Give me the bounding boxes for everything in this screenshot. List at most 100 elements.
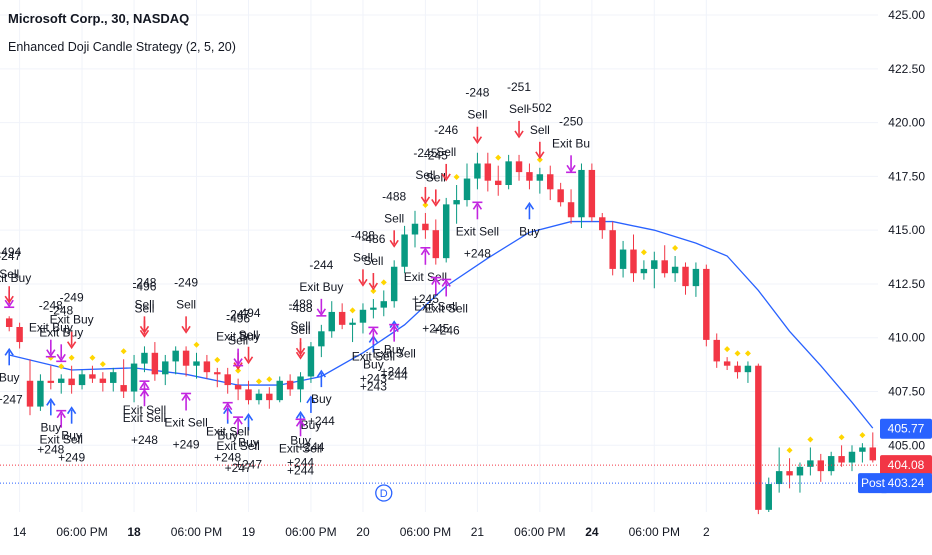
signal-label: -486 <box>361 232 385 246</box>
candle <box>453 174 460 224</box>
signal-label: +249 <box>173 437 200 451</box>
candle <box>203 354 211 379</box>
exit-arrow <box>56 344 67 363</box>
y-tick-label: 422.50 <box>888 62 925 76</box>
candle-body <box>193 361 200 366</box>
exit-arrow <box>472 201 483 220</box>
candle <box>755 363 762 515</box>
doji-diamond <box>255 378 262 385</box>
candle <box>349 307 356 343</box>
candle-body <box>838 456 845 463</box>
arrow-head <box>295 347 306 356</box>
event-marker: D <box>375 484 393 502</box>
arrow-head <box>389 320 399 329</box>
candle-body <box>276 380 283 401</box>
arrow-head <box>306 395 316 404</box>
arrow-head <box>139 329 150 338</box>
price-tag: 403.24 <box>880 473 932 494</box>
signal-label: +249 <box>58 451 85 465</box>
candle-body <box>723 361 731 366</box>
arrow-head <box>389 239 399 248</box>
exit-arrow <box>389 323 400 342</box>
doji-diamond <box>422 201 429 208</box>
signal-label: Buy <box>40 420 61 434</box>
price-tag-text: 403.24 <box>888 476 925 490</box>
signal-label: -245 <box>413 146 437 160</box>
candle <box>484 152 492 192</box>
signal-label: -488 <box>289 301 313 315</box>
candle <box>495 154 502 196</box>
candle <box>276 376 283 403</box>
arrow-head <box>56 410 66 419</box>
candle-body <box>89 374 96 379</box>
strategy-subtitle[interactable]: Enhanced Doji Candle Strategy (2, 5, 20) <box>8 40 236 54</box>
candle <box>99 361 107 392</box>
candle-body <box>234 385 242 390</box>
candle-body <box>827 456 835 472</box>
post-badge-bg <box>858 473 888 494</box>
candle-body <box>297 376 304 390</box>
candle-body <box>411 223 419 235</box>
arrow-head <box>566 164 576 173</box>
candle-body <box>286 380 294 390</box>
x-tick-label: 21 <box>471 525 485 539</box>
candle <box>547 165 554 201</box>
arrow-head <box>4 347 14 356</box>
signal-label: Exit Sell <box>206 425 249 439</box>
candle-body <box>141 352 148 364</box>
candle-body <box>266 393 273 401</box>
doji-diamond <box>859 432 866 439</box>
candle <box>640 249 648 280</box>
exit-arrow <box>368 326 379 345</box>
candle-body <box>474 163 481 179</box>
candle-body <box>5 318 13 327</box>
candle <box>703 264 710 347</box>
candle <box>682 262 689 295</box>
candle <box>390 260 398 308</box>
exit-arrow <box>441 278 452 297</box>
x-axis: 14 06:00 PM 18 06:00 PM 19 06:00 PM 20 06:00 PM… <box>13 525 710 539</box>
candle <box>692 262 700 297</box>
candle-body <box>307 346 315 377</box>
candle <box>599 212 606 239</box>
candle-body <box>130 363 138 392</box>
candle <box>619 240 627 278</box>
candle <box>505 154 512 190</box>
arrow-head <box>472 201 483 210</box>
signal-label: Buy <box>217 429 238 443</box>
sell-arrow <box>441 163 451 182</box>
doji-diamond <box>495 154 502 161</box>
signal-label: +244 <box>308 414 335 428</box>
candle-body <box>349 322 356 325</box>
candle <box>838 434 845 467</box>
signal-label: Sell <box>353 250 373 264</box>
candle <box>214 356 221 388</box>
signal-label: Buy <box>363 357 384 371</box>
signal-label: +247 <box>0 392 23 406</box>
signal-label: Sell <box>291 319 311 333</box>
signal-label: Sell <box>134 301 154 315</box>
signal-label: +247 <box>225 461 252 475</box>
buy-arrow <box>243 412 254 431</box>
signal-label: -246 <box>434 123 458 137</box>
signal-label: -494 <box>0 245 22 259</box>
signal-label: Exit Sell <box>404 270 447 284</box>
sell-arrow <box>535 141 545 160</box>
candle-body <box>58 378 65 383</box>
event-marker-circle <box>375 484 393 502</box>
signal-label: +248 <box>37 442 64 456</box>
signal-label: Sell <box>0 267 19 281</box>
x-tick-label: 06:00 PM <box>514 525 565 539</box>
candle <box>224 367 231 394</box>
chart-title: Microsoft Corp., 30, NASDAQ <box>8 11 189 26</box>
candle-body <box>661 260 668 274</box>
candle <box>422 201 429 239</box>
arrow-head <box>4 299 14 308</box>
y-tick-label: 425.00 <box>888 8 925 22</box>
moving-average-layer <box>9 220 874 429</box>
candle <box>307 342 315 383</box>
x-tick-label: 18 <box>127 525 141 539</box>
